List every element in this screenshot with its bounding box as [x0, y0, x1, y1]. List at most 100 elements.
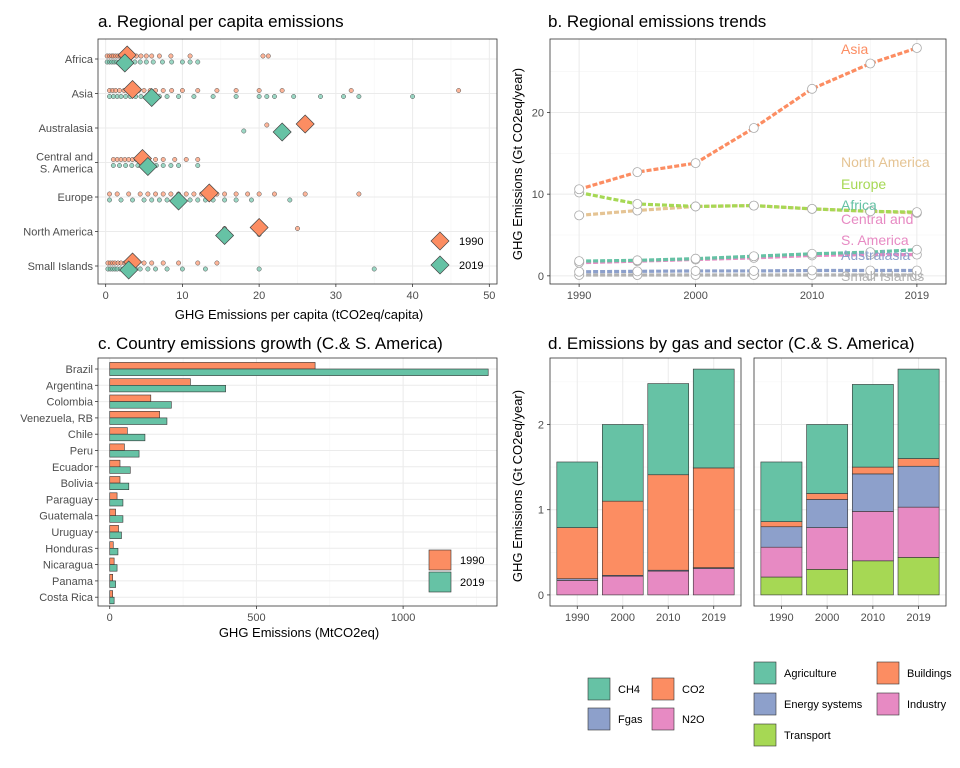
panel-a-point-1990 — [172, 157, 178, 162]
panel-a-point-1990 — [160, 191, 166, 197]
panel-a-xtick-label: 50 — [483, 290, 495, 302]
panel-d-gas-bar-co2-2019 — [692, 467, 735, 568]
panel-d-gas-bar-n2o-2000 — [601, 575, 644, 596]
panel-a-point-2019 — [118, 94, 124, 99]
panel-d-xtick-label: 2000 — [611, 612, 635, 624]
panel-b-xtick-label: 2010 — [800, 290, 824, 302]
panel-a-point-2019 — [150, 59, 156, 65]
legend-sector-key-agriculture — [753, 661, 777, 685]
panel-c-title: c. Country emissions growth (C.& S. Amer… — [98, 334, 443, 353]
panel-b-series-label-europe: Europe — [841, 176, 886, 192]
panel-a-point-1990 — [214, 260, 220, 266]
panel-a-point-1990 — [160, 260, 166, 266]
panel-d-ytick-label: 0 — [538, 590, 544, 602]
panel-c-bar-1990-nicaragua — [109, 557, 115, 565]
panel-a-point-1990 — [195, 260, 201, 266]
panel-a-point-2019 — [176, 163, 182, 168]
panel-d-sector-bar-buildings-1990 — [760, 521, 803, 528]
legend-sector-key-transport — [753, 723, 777, 747]
panel-a-point-2019 — [410, 94, 416, 99]
panel-a-point-1990 — [149, 260, 155, 266]
panel-d-xtick-label: 2019 — [701, 612, 725, 624]
panel-a-point-2019 — [291, 94, 297, 99]
panel-d-gas-bar-co2-1990 — [556, 527, 599, 580]
panel-c-ylabel-colombia: Colombia — [47, 397, 94, 409]
panel-a-median-1990 — [295, 114, 315, 134]
panel-b-point-asia — [748, 123, 759, 133]
legend-sector-label-agriculture: Agriculture — [784, 668, 837, 680]
panel-c-bar-1990-peru — [109, 443, 125, 451]
panel-a-point-2019 — [138, 94, 144, 99]
legend-sector-label-industry: Industry — [907, 699, 947, 711]
panel-b-ytick-label: 0 — [538, 271, 544, 283]
panel-a-point-1990 — [176, 260, 182, 266]
panel-d-sector-bar-transport-2010 — [851, 560, 894, 596]
panel-a-point-1990 — [256, 88, 262, 93]
panel-a-point-2019 — [256, 266, 262, 272]
panel-d-sector-bar-transport-2019 — [897, 557, 940, 596]
panel-d-gas-bar-n2o-2010 — [647, 570, 690, 596]
panel-a-point-2019 — [156, 197, 162, 203]
panel-c-bar-1990-costa-rica — [109, 590, 113, 598]
panel-a-point-2019 — [179, 266, 185, 272]
panel-c-bar-1990-paraguay — [109, 492, 118, 500]
panel-a-point-1990 — [191, 191, 197, 197]
panel-a-point-2019 — [160, 59, 165, 65]
panel-a-xtick-label: 20 — [253, 290, 265, 302]
panel-c-bar-1990-brazil — [109, 362, 316, 370]
panel-b-point-north-america — [574, 210, 585, 221]
legend-sector-key-industry — [876, 692, 900, 716]
panel-b-ytick-label: 10 — [532, 189, 544, 201]
panel-c-bar-1990-bolivia — [109, 476, 121, 484]
panel-a-point-1990 — [348, 88, 354, 93]
legend-gas-key-ch4 — [587, 677, 611, 701]
panel-a-point-1990 — [272, 191, 277, 197]
panel-b-ytick-label: 20 — [532, 108, 544, 120]
panel-a-point-2019 — [164, 197, 170, 203]
panel-a-median-1990 — [199, 183, 219, 203]
panel-a-point-2019 — [187, 197, 193, 203]
panel-a-point-2019 — [145, 266, 151, 272]
panel-a-legend-label-1990: 1990 — [459, 236, 483, 248]
panel-c-bar-1990-panama — [109, 573, 113, 582]
panel-d-gas-bar-n2o-1990 — [556, 580, 599, 596]
panel-c-bar-1990-guatemala — [109, 508, 116, 517]
panel-b-point-asia — [690, 158, 701, 169]
panel-a-legend-key-2019 — [430, 255, 450, 275]
panel-a-point-2019 — [137, 59, 143, 65]
panel-b-point-europe — [865, 206, 876, 217]
panel-b-point-europe — [911, 207, 922, 218]
panel-b-point-australasia — [911, 265, 922, 276]
panel-a-point-2019 — [153, 266, 158, 272]
panel-a-xtick-label: 10 — [176, 290, 188, 302]
panel-a-point-1990 — [168, 53, 174, 59]
panel-d-gas-bar-co2-2000 — [601, 500, 644, 576]
panel-b-point-australasia — [865, 265, 876, 276]
panel-d-sector-bar-energy-systems-1990 — [760, 526, 803, 548]
panel-c-ylabel-brazil: Brazil — [65, 364, 93, 376]
panel-c-plot: Brazil Argentina Colombia Venezuela, RB Chil… — [20, 357, 498, 624]
panel-a-median-2019 — [138, 157, 158, 176]
legend-gas-label-ch4: CH4 — [618, 684, 640, 696]
panel-a-point-2019 — [272, 94, 277, 99]
panel-a-point-2019 — [195, 59, 201, 65]
panel-a-point-1990 — [141, 88, 147, 93]
panel-a-point-1990 — [153, 191, 158, 197]
panel-a-point-2019 — [107, 197, 112, 203]
panel-b-background — [550, 39, 946, 284]
panel-a-point-1990 — [256, 191, 262, 197]
panel-d-sector-bar-transport-1990 — [760, 576, 803, 596]
panel-c-bar-2019-uruguay — [109, 531, 122, 539]
legend-gas-label-n2o: N2O — [682, 714, 705, 726]
panel-a-point-1990 — [138, 53, 144, 59]
panel-d-sector-bar-buildings-2010 — [851, 466, 894, 475]
panel-d-gas-bar-ch4-2010 — [647, 383, 690, 476]
panel-a-point-1990 — [295, 226, 300, 231]
panel-c-ylabel-guatemala: Guatemala — [39, 511, 94, 523]
panel-a-ylabel-europe: Europe — [58, 192, 93, 204]
panel-d-gas-bar-ch4-2000 — [601, 424, 644, 502]
legend-gas-label-co2: CO2 — [682, 684, 705, 696]
panel-a-legend-label-2019: 2019 — [459, 260, 483, 272]
